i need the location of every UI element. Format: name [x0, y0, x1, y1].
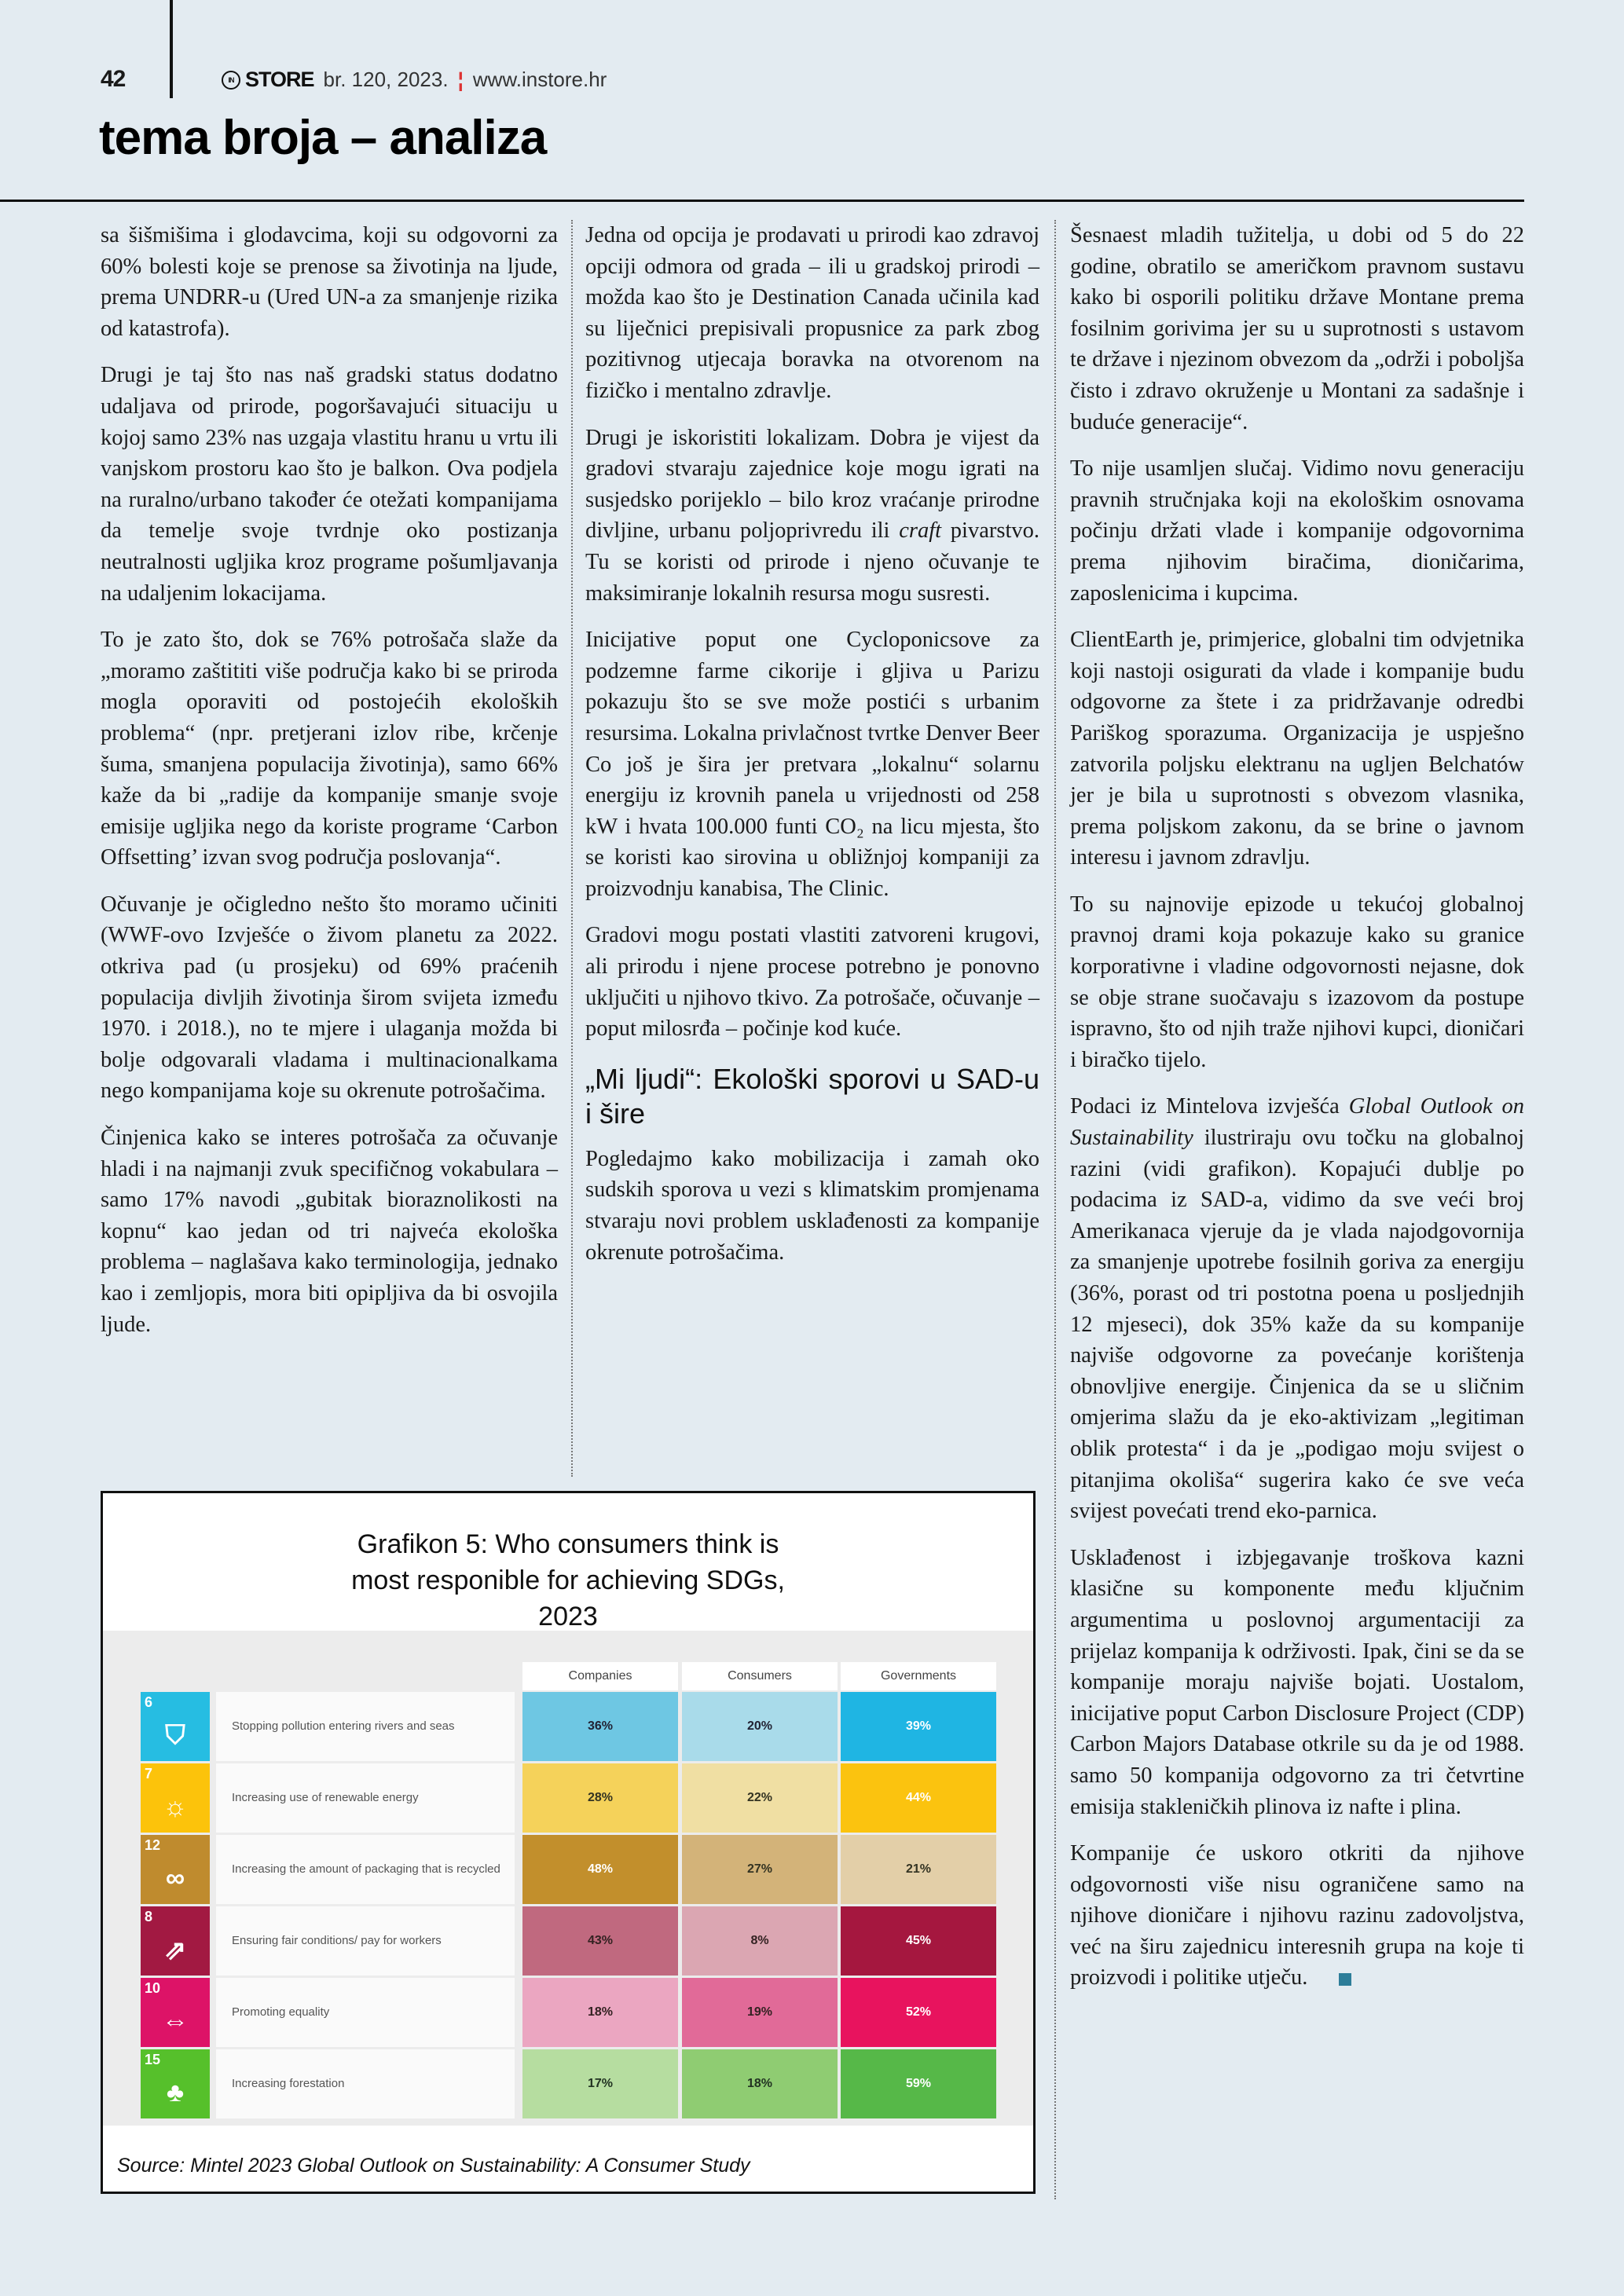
heatmap-cell: 8% [682, 1906, 838, 1976]
end-mark-icon [1339, 1972, 1352, 1986]
column-header: Companies [522, 1662, 678, 1690]
text: ilustriraju ovu točku na globalnoj razin… [1070, 1126, 1524, 1524]
paragraph: ClientEarth je, primjerice, globalni tim… [1070, 628, 1524, 870]
paragraph: Pogledajmo kako mobilizacija i zamah oko… [585, 1146, 1039, 1265]
row-label: Increasing the amount of packaging that … [216, 1835, 515, 1904]
column-3: Šesnaest mladih tužitelja, u dobi od 5 d… [1070, 220, 1524, 2009]
chart-table: Companies Consumers Governments 6 ⛉ Stopping … [103, 1631, 1033, 2126]
row-label: Promoting equality [216, 1978, 515, 2047]
sdg-glyph-icon: ⇗ [163, 1935, 187, 1965]
column-1: sa šišmišima i glodavcima, koji su odgov… [101, 220, 558, 1356]
website-link[interactable]: www.instore.hr [472, 68, 607, 91]
sdg-number: 15 [145, 2052, 161, 2067]
heatmap-cell: 19% [682, 1978, 838, 2047]
italic-text: craft [899, 518, 942, 544]
sdg-7-icon: 7 ☼ [141, 1763, 210, 1833]
paragraph: Činjenica kako se interes potrošača za o… [101, 1126, 558, 1337]
column-header: Consumers [682, 1662, 838, 1690]
column-2: Jedna od opcija je prodavati u prirodi k… [585, 220, 1039, 1283]
text: Kompanije će uskoro otkriti da njihove o… [1070, 1841, 1524, 1990]
sdg-number: 10 [145, 1980, 161, 1996]
text: Drugi je iskoristiti lokalizam. Dobra je… [585, 425, 1039, 544]
masthead: IN STORE br. 120, 2023. ¦ www.instore.hr [222, 68, 607, 92]
heatmap-cell: 44% [841, 1763, 996, 1833]
paragraph: Podaci iz Mintelova izvješća Global Outl… [1070, 1091, 1524, 1526]
subheading: „Mi ljudi“: Ekološki sporovi u SAD-u i š… [585, 1062, 1039, 1130]
italic-text: Global Outlook on Sustainability [1070, 1094, 1524, 1151]
row-label: Stopping pollution entering rivers and s… [216, 1692, 515, 1761]
issue-number: br. 120, 2023. [323, 68, 449, 91]
paragraph: To nije usamljen slučaj. Vidimo novu gen… [1070, 456, 1524, 606]
column-divider [571, 220, 573, 1477]
sdg-number: 7 [145, 1766, 153, 1782]
logo-text: STORE [245, 68, 315, 91]
sdg-12-icon: 12 ∞ [141, 1835, 210, 1904]
logo-mark-icon: IN [222, 70, 240, 90]
sdg-glyph-icon: ∞ [165, 1863, 185, 1893]
heatmap-cell: 48% [522, 1835, 678, 1904]
masthead-separator: ¦ [457, 68, 464, 91]
sdg-6-icon: 6 ⛉ [141, 1692, 210, 1761]
heatmap-cell: 59% [841, 2049, 996, 2118]
heatmap-cell: 18% [682, 2049, 838, 2118]
paragraph: Drugi je iskoristiti lokalizam. Dobra je… [585, 423, 1039, 610]
sdg-glyph-icon: ⛉ [165, 1720, 185, 1750]
paragraph: Kompanije će uskoro otkriti da njihove o… [1070, 1838, 1524, 1994]
paragraph: Usklađenost i izbjegavanje troškova kazn… [1070, 1545, 1524, 1819]
row-label: Increasing forestation [216, 2049, 515, 2118]
page-number: 42 [101, 66, 126, 92]
header-divider [170, 0, 173, 98]
heatmap-cell: 43% [522, 1906, 678, 1976]
paragraph: Šesnaest mladih tužitelja, u dobi od 5 d… [1070, 223, 1524, 434]
heatmap-cell: 28% [522, 1763, 678, 1833]
chart-source: Source: Mintel 2023 Global Outlook on Su… [117, 2155, 750, 2177]
heatmap-cell: 36% [522, 1692, 678, 1761]
heatmap-cell: 27% [682, 1835, 838, 1904]
column-divider [1054, 220, 1056, 2199]
column-header: Governments [841, 1662, 996, 1690]
sdg-10-icon: 10 ⇔ [141, 1978, 210, 2047]
heatmap-cell: 17% [522, 2049, 678, 2118]
paragraph: To je zato što, dok se 76% potrošača sla… [101, 628, 558, 870]
heatmap-cell: 45% [841, 1906, 996, 1976]
paragraph: Očuvanje je očigledno nešto što moramo u… [101, 892, 558, 1104]
text: Podaci iz Mintelova izvješća [1070, 1094, 1349, 1119]
heatmap-cell: 39% [841, 1692, 996, 1761]
heatmap-cell: 20% [682, 1692, 838, 1761]
paragraph: sa šišmišima i glodavcima, koji su odgov… [101, 223, 558, 341]
paragraph: To su najnovije epizode u tekućoj global… [1070, 892, 1524, 1072]
section-title: tema broja – analiza [99, 111, 547, 165]
chart-sdg-responsibility: Grafikon 5: Who consumers think is most … [101, 1491, 1036, 2194]
paragraph: Gradovi mogu postati vlastiti zatvoreni … [585, 923, 1039, 1042]
paragraph: Drugi je taj što nas naš gradski status … [101, 363, 558, 606]
paragraph: Jedna od opcija je prodavati u prirodi k… [585, 223, 1039, 403]
text: pivarstvo. Tu se koristi od prirode i nj… [585, 518, 1039, 606]
heatmap-cell: 18% [522, 1978, 678, 2047]
sdg-8-icon: 8 ⇗ [141, 1906, 210, 1976]
sdg-glyph-icon: ☼ [163, 1792, 188, 1822]
heatmap-cell: 21% [841, 1835, 996, 1904]
paragraph: Inicijative poput one Cycloponicsove za … [585, 628, 1039, 901]
row-label: Increasing use of renewable energy [216, 1763, 515, 1833]
sdg-glyph-icon: ♣ [166, 2078, 185, 2107]
header-rule [0, 200, 1524, 202]
sdg-number: 8 [145, 1909, 153, 1924]
sdg-number: 6 [145, 1694, 153, 1710]
sdg-15-icon: 15 ♣ [141, 2049, 210, 2118]
row-label: Ensuring fair conditions/ pay for worker… [216, 1906, 515, 1976]
instore-logo: IN STORE [222, 68, 315, 92]
sdg-glyph-icon: ⇔ [162, 2006, 189, 2036]
heatmap-cell: 22% [682, 1763, 838, 1833]
chart-title: Grafikon 5: Who consumers think is most … [351, 1529, 785, 1631]
heatmap-cell: 52% [841, 1978, 996, 2047]
sdg-number: 12 [145, 1837, 161, 1853]
